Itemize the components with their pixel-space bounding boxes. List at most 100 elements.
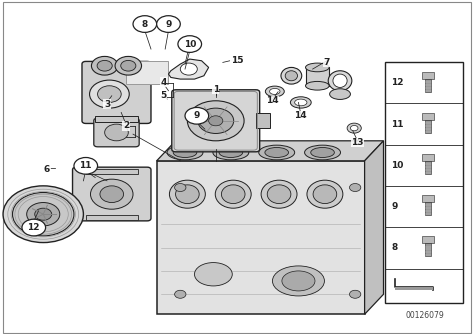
Ellipse shape bbox=[295, 99, 307, 106]
Text: 15: 15 bbox=[231, 56, 243, 65]
FancyBboxPatch shape bbox=[73, 167, 151, 221]
Ellipse shape bbox=[215, 180, 251, 208]
Ellipse shape bbox=[259, 145, 295, 160]
FancyBboxPatch shape bbox=[172, 90, 260, 152]
Ellipse shape bbox=[328, 71, 352, 91]
Circle shape bbox=[27, 203, 60, 226]
Ellipse shape bbox=[306, 63, 329, 72]
Ellipse shape bbox=[213, 145, 249, 160]
Text: 11: 11 bbox=[391, 120, 403, 129]
Circle shape bbox=[35, 208, 52, 220]
Ellipse shape bbox=[270, 88, 280, 94]
Ellipse shape bbox=[219, 147, 243, 157]
Ellipse shape bbox=[306, 81, 329, 90]
Ellipse shape bbox=[267, 185, 291, 204]
Bar bbox=[426, 202, 431, 215]
Circle shape bbox=[209, 116, 223, 126]
Ellipse shape bbox=[98, 86, 121, 103]
Ellipse shape bbox=[167, 145, 203, 160]
Text: 9: 9 bbox=[194, 111, 200, 120]
Ellipse shape bbox=[311, 147, 334, 157]
Ellipse shape bbox=[291, 97, 311, 108]
Text: 8: 8 bbox=[391, 243, 397, 252]
Bar bbox=[306, 67, 329, 86]
Bar bbox=[422, 236, 435, 243]
Text: 12: 12 bbox=[391, 78, 403, 87]
Circle shape bbox=[174, 290, 186, 298]
Polygon shape bbox=[395, 287, 433, 290]
Circle shape bbox=[185, 108, 209, 124]
Circle shape bbox=[22, 219, 46, 236]
Text: 7: 7 bbox=[324, 58, 330, 67]
Circle shape bbox=[156, 16, 180, 32]
Circle shape bbox=[97, 60, 112, 71]
Text: 13: 13 bbox=[351, 138, 364, 147]
Text: 14: 14 bbox=[266, 96, 279, 105]
Circle shape bbox=[350, 126, 358, 131]
Ellipse shape bbox=[265, 86, 284, 97]
Circle shape bbox=[74, 157, 98, 174]
Bar bbox=[422, 72, 435, 79]
Text: 14: 14 bbox=[294, 111, 307, 120]
Circle shape bbox=[198, 108, 234, 133]
Ellipse shape bbox=[90, 80, 129, 108]
Polygon shape bbox=[168, 59, 209, 79]
FancyBboxPatch shape bbox=[82, 61, 151, 124]
Circle shape bbox=[180, 63, 197, 75]
Bar bbox=[256, 114, 270, 128]
Ellipse shape bbox=[175, 185, 199, 204]
Circle shape bbox=[91, 56, 118, 75]
Bar bbox=[422, 154, 435, 161]
Polygon shape bbox=[156, 141, 383, 161]
FancyBboxPatch shape bbox=[94, 118, 139, 147]
Circle shape bbox=[100, 186, 124, 203]
Text: 2: 2 bbox=[123, 121, 129, 130]
Bar bbox=[426, 161, 431, 174]
Ellipse shape bbox=[305, 145, 340, 160]
Bar bbox=[95, 117, 138, 123]
Ellipse shape bbox=[261, 180, 297, 208]
Text: 00126079: 00126079 bbox=[405, 311, 444, 320]
Polygon shape bbox=[365, 141, 383, 314]
Ellipse shape bbox=[281, 67, 302, 84]
Bar bbox=[422, 113, 435, 120]
Ellipse shape bbox=[307, 180, 343, 208]
Text: 6: 6 bbox=[44, 165, 50, 174]
Ellipse shape bbox=[282, 271, 315, 291]
Ellipse shape bbox=[285, 71, 298, 81]
Text: 12: 12 bbox=[27, 223, 40, 232]
Ellipse shape bbox=[273, 266, 324, 296]
Circle shape bbox=[347, 123, 361, 133]
Circle shape bbox=[349, 184, 361, 192]
Text: 5: 5 bbox=[161, 91, 167, 100]
Bar bbox=[156, 161, 365, 314]
Bar bbox=[86, 215, 138, 220]
Ellipse shape bbox=[169, 180, 205, 208]
Text: 11: 11 bbox=[80, 161, 92, 170]
Bar bbox=[426, 79, 431, 91]
Text: 10: 10 bbox=[391, 160, 403, 170]
Circle shape bbox=[12, 193, 74, 236]
Bar bbox=[426, 120, 431, 133]
Ellipse shape bbox=[221, 185, 245, 204]
Bar bbox=[422, 195, 435, 202]
Ellipse shape bbox=[194, 263, 232, 286]
Circle shape bbox=[121, 60, 136, 71]
Bar bbox=[426, 243, 431, 256]
Circle shape bbox=[133, 16, 156, 32]
Text: 1: 1 bbox=[213, 85, 219, 93]
Ellipse shape bbox=[333, 74, 347, 87]
Ellipse shape bbox=[173, 147, 197, 157]
Bar bbox=[126, 61, 168, 84]
Text: 3: 3 bbox=[104, 99, 110, 109]
Circle shape bbox=[91, 179, 133, 209]
Circle shape bbox=[349, 290, 361, 298]
Bar bbox=[385, 62, 464, 303]
Circle shape bbox=[174, 184, 186, 192]
Text: 8: 8 bbox=[142, 19, 148, 28]
Circle shape bbox=[187, 101, 244, 141]
Ellipse shape bbox=[265, 147, 289, 157]
Text: 9: 9 bbox=[165, 19, 172, 28]
Ellipse shape bbox=[329, 89, 350, 99]
Ellipse shape bbox=[313, 185, 337, 204]
